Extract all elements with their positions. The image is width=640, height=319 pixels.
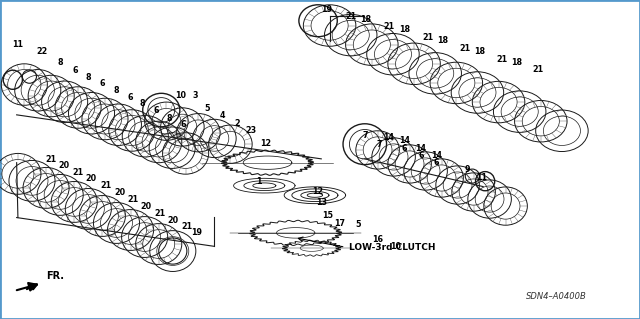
Text: 8: 8 [58, 58, 63, 67]
Text: 21: 21 [532, 65, 543, 74]
Text: 5: 5 [356, 220, 361, 229]
Text: 18: 18 [511, 58, 523, 67]
Text: 14: 14 [399, 137, 410, 145]
Text: 21: 21 [100, 181, 111, 190]
Text: 6: 6 [419, 151, 424, 160]
Text: 6: 6 [128, 93, 133, 102]
Text: 18: 18 [474, 47, 486, 56]
Text: 18: 18 [399, 26, 410, 34]
Text: 18: 18 [437, 36, 449, 45]
Text: 21: 21 [72, 168, 84, 177]
Text: 6: 6 [434, 158, 439, 167]
Text: 7: 7 [362, 131, 367, 140]
Text: 20: 20 [167, 216, 179, 225]
Text: 4: 4 [220, 111, 225, 120]
Text: 21: 21 [496, 55, 508, 64]
Text: SDN4–A0400B: SDN4–A0400B [527, 293, 587, 301]
Text: 17: 17 [333, 219, 345, 228]
Text: 21: 21 [422, 33, 433, 42]
Text: 21: 21 [346, 12, 357, 21]
Text: 14: 14 [415, 144, 427, 153]
Text: 6: 6 [73, 66, 78, 75]
Text: 8: 8 [140, 99, 145, 108]
Text: 1: 1 [257, 177, 262, 186]
Text: 16: 16 [372, 235, 383, 244]
Text: 11: 11 [12, 40, 24, 49]
Text: 21: 21 [181, 222, 193, 231]
Text: 9: 9 [465, 165, 470, 174]
Text: 20: 20 [85, 174, 97, 183]
Text: FR.: FR. [46, 271, 64, 281]
Text: 8: 8 [167, 114, 172, 122]
Text: 2: 2 [234, 119, 239, 128]
Text: 19: 19 [191, 228, 203, 237]
Text: 21: 21 [45, 155, 57, 164]
Text: 21: 21 [383, 22, 395, 31]
Text: 14: 14 [383, 133, 395, 142]
Text: 6: 6 [181, 120, 186, 129]
Text: 6: 6 [402, 144, 407, 152]
Text: 13: 13 [316, 198, 328, 207]
Text: 12: 12 [312, 187, 324, 196]
Text: 5: 5 [204, 104, 209, 113]
Text: 21: 21 [459, 44, 470, 53]
Text: 21: 21 [154, 209, 166, 218]
Text: 20: 20 [58, 161, 70, 170]
Text: 6: 6 [154, 106, 159, 115]
Text: 10: 10 [175, 91, 186, 100]
Text: 12: 12 [260, 139, 271, 148]
Text: 6: 6 [100, 79, 105, 88]
Text: 14: 14 [431, 151, 442, 160]
Text: 20: 20 [115, 188, 126, 197]
Text: 19: 19 [321, 5, 332, 14]
Text: 7: 7 [376, 140, 381, 149]
Text: 23: 23 [245, 126, 257, 135]
Text: 8: 8 [86, 73, 91, 82]
Text: 15: 15 [322, 211, 333, 220]
Text: 20: 20 [140, 202, 152, 211]
Text: 21: 21 [127, 195, 139, 204]
Text: LOW-3rd CLUTCH: LOW-3rd CLUTCH [349, 243, 435, 252]
Text: 22: 22 [36, 47, 47, 56]
Text: 18: 18 [360, 15, 372, 24]
Text: 3: 3 [193, 91, 198, 100]
Text: 10: 10 [390, 242, 401, 251]
Text: 8: 8 [114, 86, 119, 95]
Text: 11: 11 [476, 173, 487, 182]
